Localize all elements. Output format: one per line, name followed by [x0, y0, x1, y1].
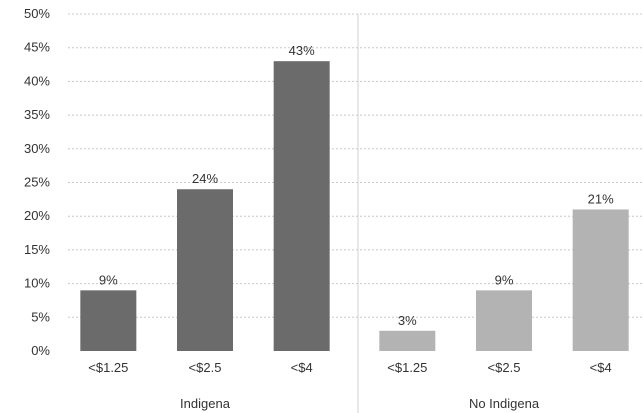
data-label: 3%	[398, 313, 417, 328]
x-category-label: <$4	[590, 360, 612, 375]
bar	[80, 290, 137, 351]
data-label: 24%	[192, 171, 218, 186]
data-label: 43%	[289, 43, 315, 58]
data-label: 9%	[99, 272, 118, 287]
x-category-label: <$2.5	[488, 360, 521, 375]
y-tick-label: 50%	[24, 6, 50, 21]
bar	[177, 189, 233, 351]
y-tick-label: 45%	[24, 40, 50, 55]
y-tick-label: 40%	[24, 73, 50, 88]
y-tick-label: 30%	[24, 141, 50, 156]
data-label: 9%	[495, 272, 514, 287]
data-label: 21%	[588, 191, 614, 206]
data-labels: 9% 24% 43% 3% 9% 21%	[99, 43, 614, 328]
bar	[379, 330, 436, 351]
gridlines	[68, 13, 643, 318]
bars	[80, 61, 629, 352]
group-label: Indigena	[180, 396, 231, 411]
x-category-label: <$4	[291, 360, 313, 375]
bar	[476, 290, 532, 351]
y-tick-label: 5%	[31, 309, 50, 324]
group-label: No Indigena	[469, 396, 540, 411]
y-tick-label: 0%	[31, 343, 50, 358]
x-category-label: <$1.25	[387, 360, 427, 375]
x-axis: <$1.25 <$2.5 <$4 Indigena <$1.25 <$2.5 <$4 No I…	[88, 360, 611, 411]
bar	[572, 209, 629, 351]
y-tick-label: 25%	[24, 175, 50, 190]
bar	[273, 61, 330, 352]
y-tick-label: 15%	[24, 242, 50, 257]
x-category-label: <$2.5	[189, 360, 222, 375]
y-tick-label: 10%	[24, 276, 50, 291]
y-axis: 0% 5% 10% 15% 20% 25% 30% 35% 40% 45% 50%	[24, 6, 50, 358]
y-tick-label: 35%	[24, 107, 50, 122]
x-category-label: <$1.25	[88, 360, 128, 375]
y-tick-label: 20%	[24, 208, 50, 223]
